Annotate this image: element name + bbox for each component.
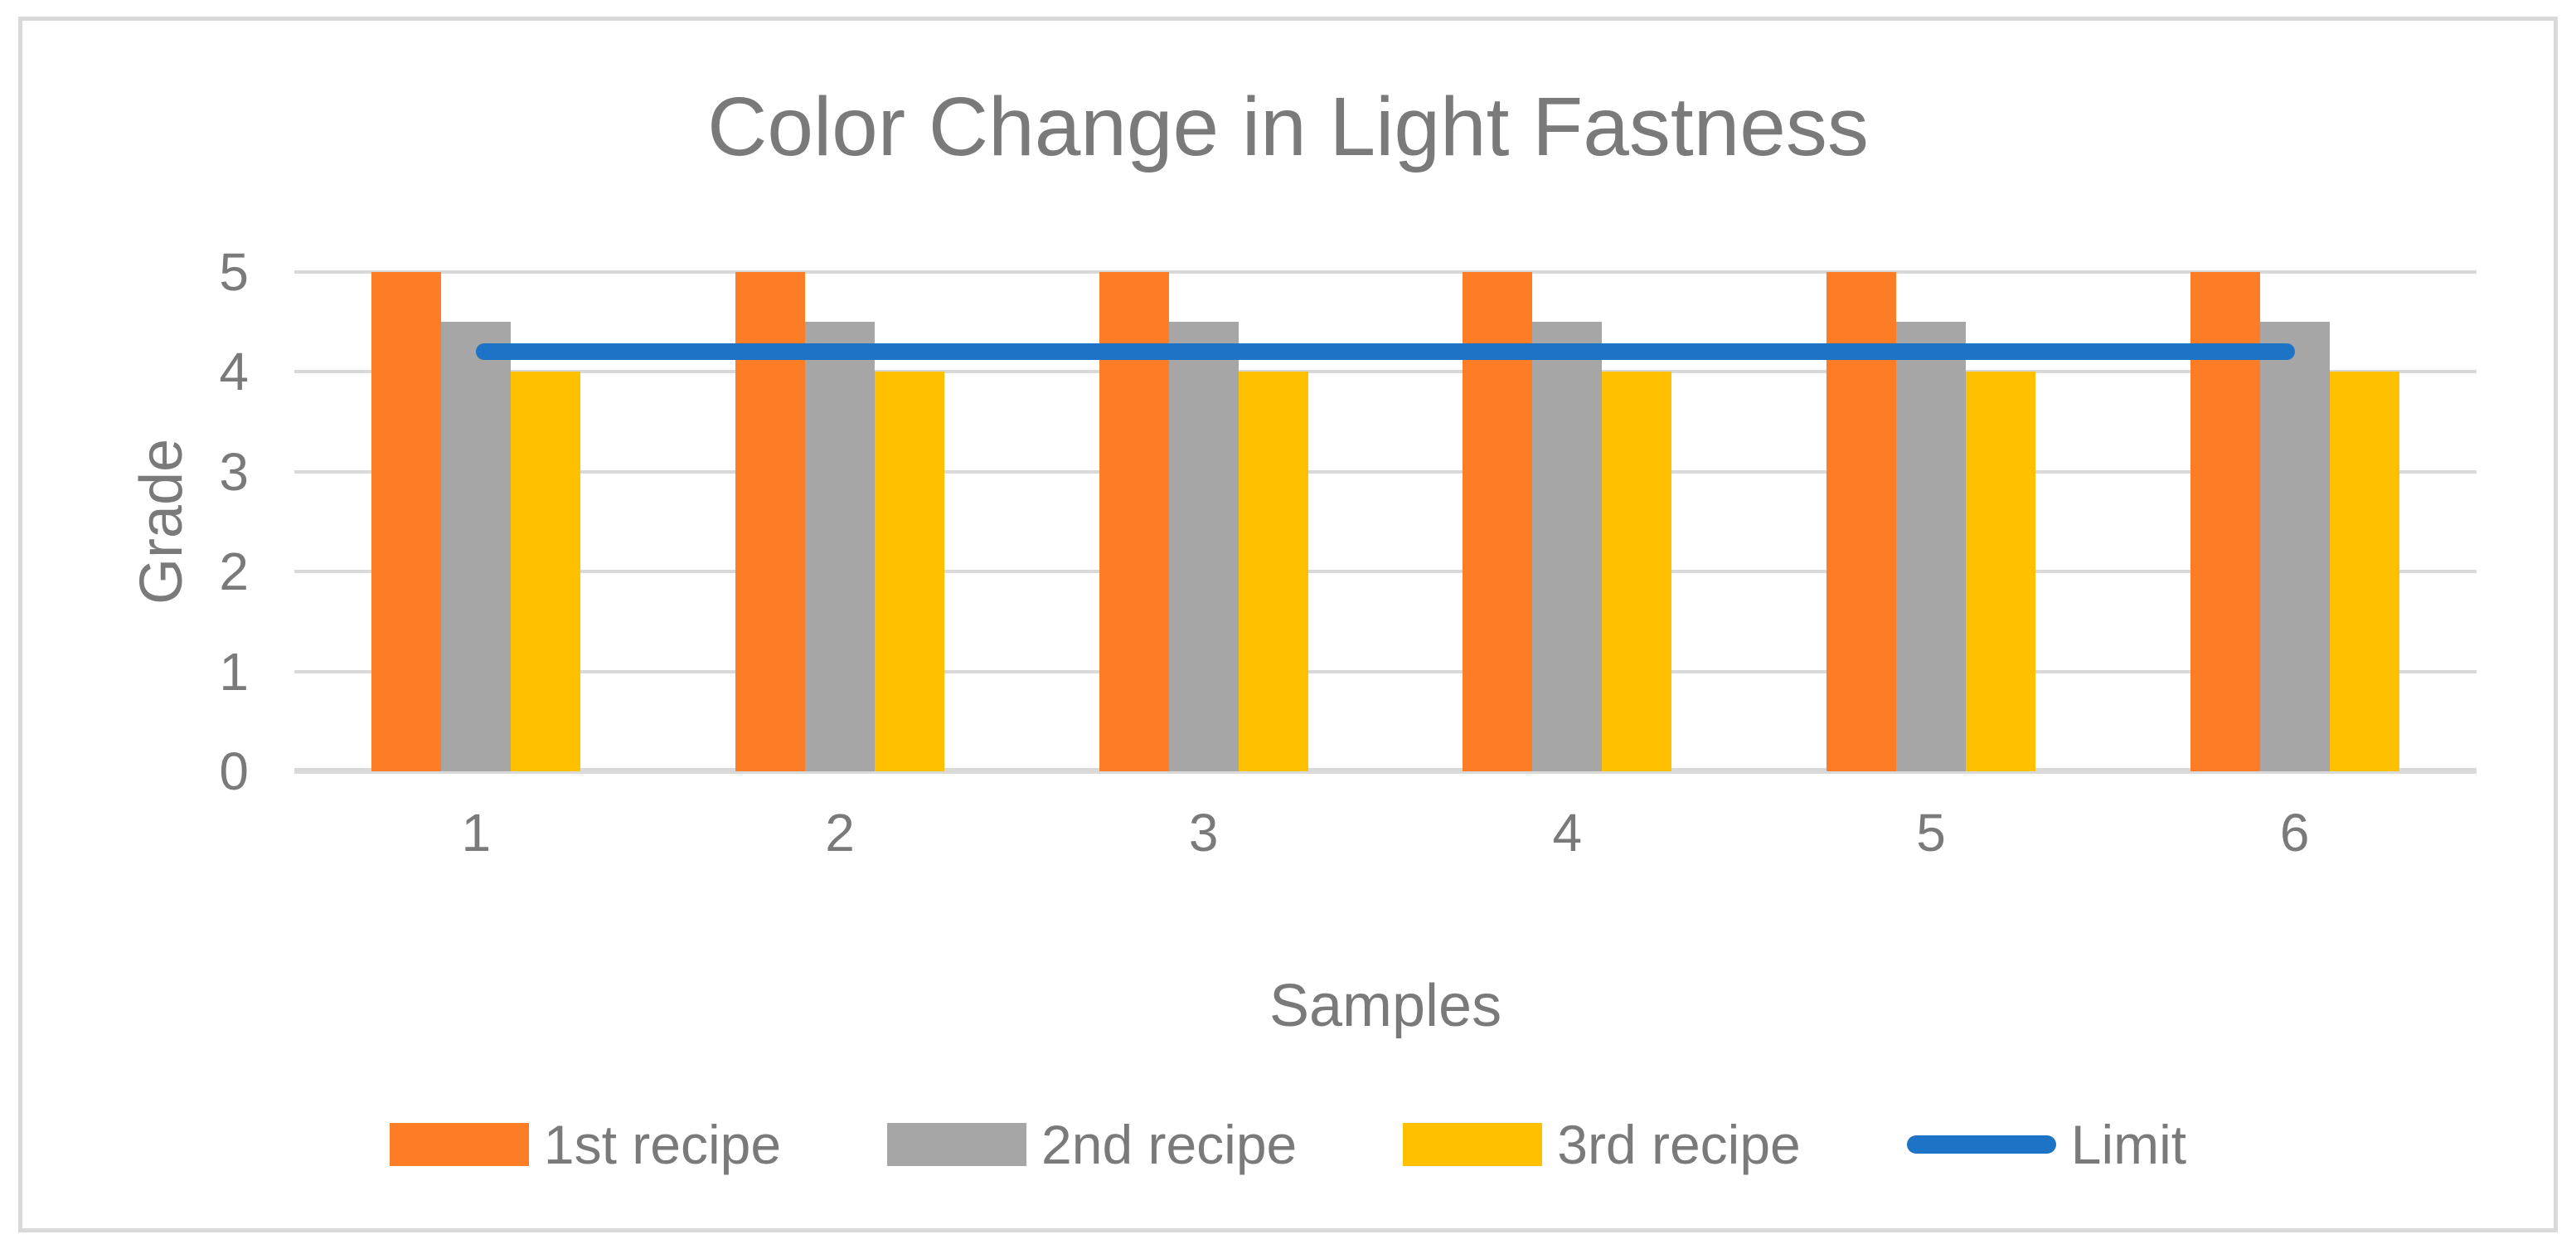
bar-2nd-recipe-sample-6 bbox=[2259, 322, 2330, 771]
bar-2nd-recipe-sample-3 bbox=[1168, 322, 1239, 771]
bar-3rd-recipe-sample-1 bbox=[511, 372, 581, 771]
legend-label-2nd-recipe: 2nd recipe bbox=[1041, 1114, 1298, 1175]
legend-swatch-icon-2nd-recipe bbox=[887, 1123, 1027, 1166]
gridline-y-0 bbox=[294, 768, 2477, 774]
y-tick-label-2: 2 bbox=[219, 542, 249, 602]
chart-title: Color Change in Light Fastness bbox=[707, 80, 1869, 173]
y-tick-label-4: 4 bbox=[219, 342, 249, 402]
gridline-y-3 bbox=[294, 469, 2477, 474]
figure-border bbox=[18, 17, 2558, 1232]
x-tick-label-5: 5 bbox=[1916, 803, 1946, 863]
legend-item-limit: Limit bbox=[1906, 1113, 2187, 1176]
bar-2nd-recipe-sample-4 bbox=[1532, 322, 1603, 771]
gridline-y-2 bbox=[294, 570, 2477, 574]
y-tick-label-3: 3 bbox=[219, 441, 249, 502]
gridline-y-4 bbox=[294, 370, 2477, 374]
legend-item-3rd-recipe: 3rd recipe bbox=[1403, 1113, 1801, 1176]
legend-label-3rd-recipe: 3rd recipe bbox=[1557, 1114, 1801, 1175]
x-tick-label-3: 3 bbox=[1188, 803, 1219, 863]
limit-line bbox=[476, 343, 2295, 361]
bar-3rd-recipe-sample-5 bbox=[1966, 372, 2036, 771]
bar-3rd-recipe-sample-3 bbox=[1238, 372, 1308, 771]
x-tick-label-1: 1 bbox=[461, 803, 492, 863]
legend-label-1st-recipe: 1st recipe bbox=[543, 1114, 782, 1175]
gridline-y-1 bbox=[294, 669, 2477, 673]
bar-group-1 bbox=[294, 272, 658, 771]
y-tick-label-5: 5 bbox=[219, 242, 249, 302]
bar-1st-recipe-sample-1 bbox=[371, 272, 442, 771]
x-tick-label-6: 6 bbox=[2279, 803, 2310, 863]
plot-area bbox=[294, 270, 2477, 774]
legend-item-2nd-recipe: 2nd recipe bbox=[887, 1113, 1297, 1176]
legend-swatch-icon-3rd-recipe bbox=[1403, 1123, 1543, 1166]
bar-3rd-recipe-sample-4 bbox=[1602, 372, 1672, 771]
bar-2nd-recipe-sample-1 bbox=[441, 322, 512, 771]
legend-label-limit: Limit bbox=[2070, 1114, 2187, 1175]
bar-3rd-recipe-sample-2 bbox=[875, 372, 944, 771]
bar-2nd-recipe-sample-2 bbox=[805, 322, 875, 771]
y-axis-ticks: 0 1 2 3 4 5 bbox=[0, 245, 249, 798]
gridlines bbox=[294, 270, 2477, 774]
legend-swatch-icon-1st-recipe bbox=[389, 1123, 529, 1166]
x-axis-title: Samples bbox=[1269, 973, 1502, 1039]
legend-line-icon-limit bbox=[1906, 1135, 2056, 1154]
legend: 1st recipe 2nd recipe 3rd recipe Limit bbox=[0, 1113, 2576, 1176]
y-tick-label-0: 0 bbox=[219, 741, 249, 801]
bar-2nd-recipe-sample-5 bbox=[1896, 322, 1967, 771]
bar-3rd-recipe-sample-6 bbox=[2329, 372, 2399, 771]
x-tick-label-4: 4 bbox=[1552, 803, 1583, 863]
x-tick-label-2: 2 bbox=[825, 803, 855, 863]
gridline-y-5 bbox=[294, 270, 2477, 274]
y-tick-label-1: 1 bbox=[219, 641, 249, 702]
legend-item-1st-recipe: 1st recipe bbox=[389, 1113, 782, 1176]
